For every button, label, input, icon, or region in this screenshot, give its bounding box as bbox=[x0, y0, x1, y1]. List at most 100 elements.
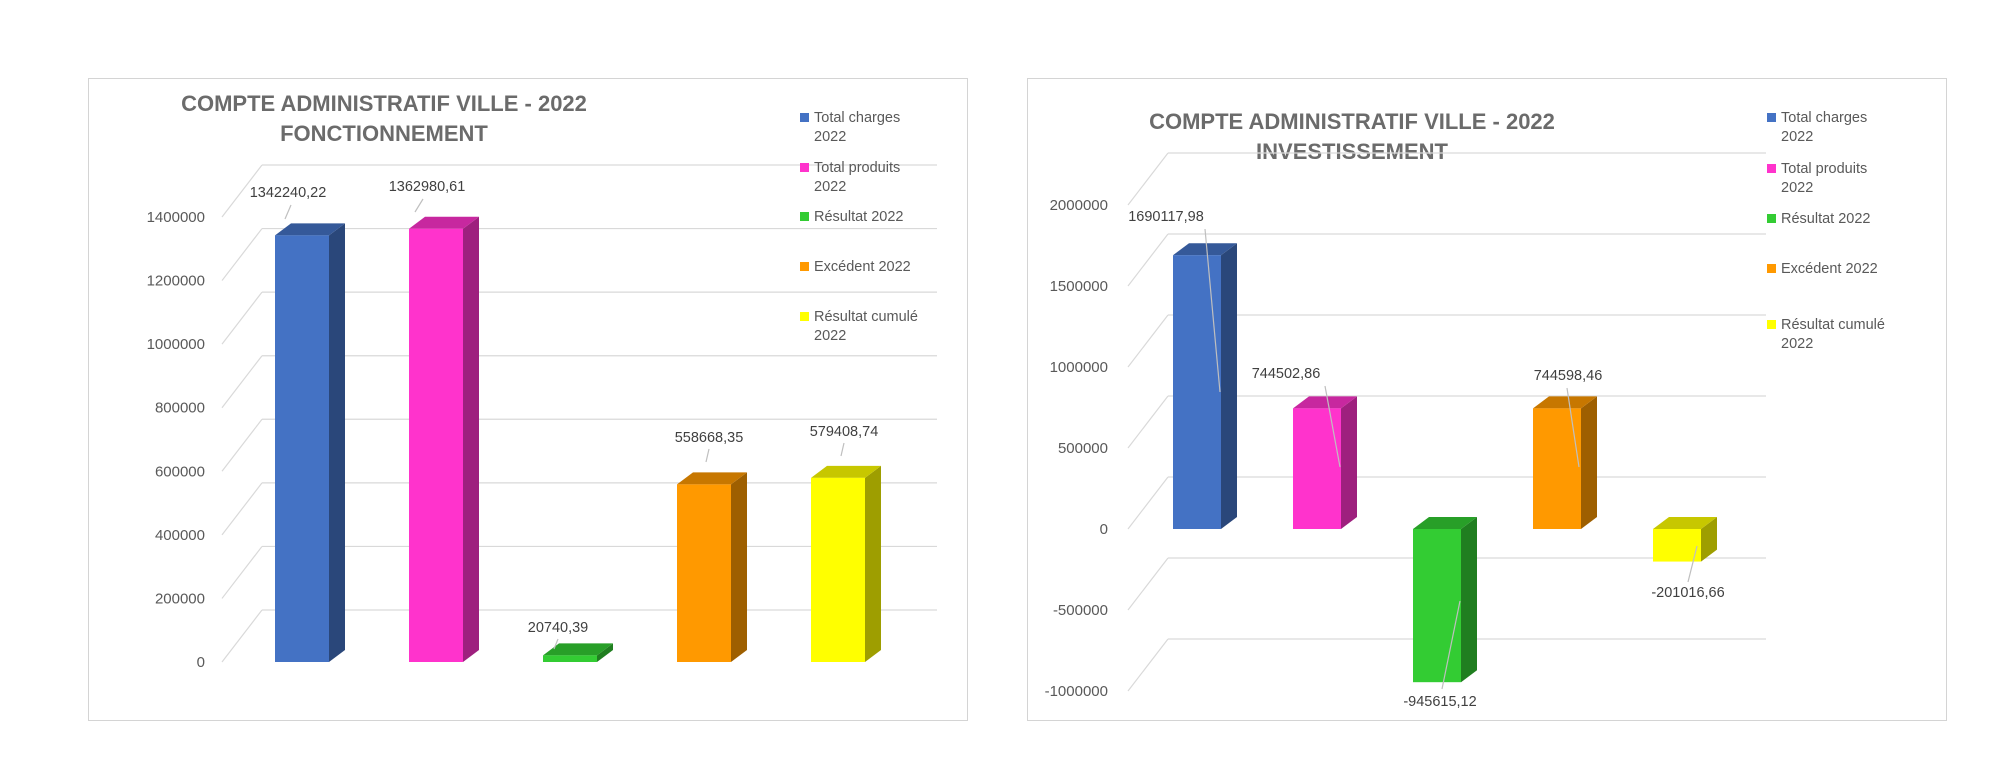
bar-top bbox=[409, 216, 479, 229]
bar bbox=[1653, 517, 1717, 562]
bar-front bbox=[275, 235, 329, 662]
leader-line bbox=[1687, 545, 1698, 583]
bar-front bbox=[811, 477, 865, 662]
chart-title-line: FONCTIONNEMENT bbox=[280, 121, 488, 146]
bar-side bbox=[1461, 517, 1477, 683]
chart-investissement-svg: COMPTE ADMINISTRATIF VILLE - 2022 INVESTI… bbox=[1045, 109, 1885, 710]
legend-entry: Total produits 2022 bbox=[800, 160, 900, 195]
bar-side bbox=[463, 216, 479, 662]
gridline-diagonal bbox=[221, 355, 263, 409]
y-tick-label: 200000 bbox=[155, 590, 205, 607]
data-label: 744598,46 bbox=[1534, 368, 1603, 384]
gridline-diagonal bbox=[1127, 314, 1169, 368]
leader-line bbox=[840, 442, 845, 457]
gridline-diagonal bbox=[221, 418, 263, 472]
legend-entry: Total charges 2022 bbox=[1767, 110, 1867, 145]
leader-line bbox=[1441, 600, 1461, 690]
gridline-diagonal bbox=[221, 164, 263, 218]
legend-label: 2022 bbox=[814, 129, 846, 145]
bar-top bbox=[543, 643, 613, 656]
leader-line bbox=[284, 204, 292, 220]
data-label: 1362980,61 bbox=[389, 179, 466, 195]
bar-top bbox=[677, 472, 747, 485]
leader-line bbox=[1324, 385, 1341, 468]
y-tick-label: 1000000 bbox=[147, 336, 205, 353]
chart-fonctionnement-svg: COMPTE ADMINISTRATIF VILLE - 2022 FONCTIO… bbox=[147, 91, 937, 671]
legend-label: Total charges bbox=[814, 110, 900, 126]
bar bbox=[677, 472, 747, 662]
bar bbox=[543, 643, 613, 662]
legend-entry: Total charges 2022 bbox=[800, 110, 900, 145]
bar-front bbox=[1533, 408, 1581, 529]
bar-top bbox=[1293, 396, 1357, 409]
bar-side bbox=[1221, 243, 1237, 530]
bar-side bbox=[597, 643, 613, 662]
legend-label: Résultat 2022 bbox=[814, 209, 903, 225]
bar-front bbox=[1413, 529, 1461, 683]
leader-line bbox=[1566, 387, 1580, 468]
legend-label: Total produits bbox=[814, 160, 900, 176]
y-tick-label: 500000 bbox=[1058, 440, 1108, 457]
data-label: 579408,74 bbox=[810, 424, 879, 440]
legend-swatch bbox=[800, 312, 809, 321]
y-tick-label: 600000 bbox=[155, 463, 205, 480]
leader-line bbox=[553, 638, 559, 650]
legend-swatch bbox=[800, 262, 809, 271]
data-label: 20740,39 bbox=[528, 620, 588, 636]
legend-label: Résultat cumulé bbox=[814, 309, 918, 325]
legend-entry: Résultat 2022 bbox=[800, 209, 903, 225]
legend-label: Résultat 2022 bbox=[1781, 211, 1870, 227]
legend-label: 2022 bbox=[814, 328, 846, 344]
gridline-diagonal bbox=[1127, 476, 1169, 530]
bar-top bbox=[1413, 517, 1477, 529]
y-tick-label: 2000000 bbox=[1050, 197, 1108, 214]
legend-swatch bbox=[1767, 264, 1776, 273]
bar bbox=[811, 465, 881, 662]
legend-label: Excédent 2022 bbox=[814, 259, 911, 275]
chart-title-line: COMPTE ADMINISTRATIF VILLE - 2022 bbox=[181, 91, 587, 116]
legend-label: 2022 bbox=[1781, 129, 1813, 145]
legend-swatch bbox=[1767, 320, 1776, 329]
gridline-diagonal bbox=[1127, 152, 1169, 206]
gridlines bbox=[1127, 152, 1766, 692]
data-label: -945615,12 bbox=[1403, 694, 1476, 710]
legend-swatch bbox=[1767, 214, 1776, 223]
y-tick-label: 1400000 bbox=[147, 209, 205, 226]
legend-entry: Total produits 2022 bbox=[1767, 161, 1867, 196]
y-tick-label: 1000000 bbox=[1050, 359, 1108, 376]
legend-entry: Résultat cumulé 2022 bbox=[1767, 317, 1885, 352]
gridline-diagonal bbox=[221, 228, 263, 281]
data-label: -201016,66 bbox=[1651, 585, 1724, 601]
legend-label: Excédent 2022 bbox=[1781, 261, 1878, 277]
bar-front bbox=[1293, 408, 1341, 529]
legend-swatch bbox=[800, 113, 809, 122]
bar-front bbox=[677, 484, 731, 662]
bar-side bbox=[731, 472, 747, 662]
bar-front bbox=[409, 228, 463, 662]
legend-entry: Résultat 2022 bbox=[1767, 211, 1870, 227]
chart-investissement: COMPTE ADMINISTRATIF VILLE - 2022 INVESTI… bbox=[1027, 78, 1947, 721]
bars bbox=[1173, 243, 1717, 683]
y-tick-label: 0 bbox=[197, 654, 205, 671]
bar-front bbox=[543, 655, 597, 662]
leader-line bbox=[1204, 228, 1221, 393]
data-labels: 1690117,98 744502,86 -945615,12 744598,46 -2… bbox=[1128, 209, 1724, 710]
data-label: 744502,86 bbox=[1252, 366, 1321, 382]
data-label: 558668,35 bbox=[675, 430, 744, 446]
bar bbox=[409, 216, 479, 662]
gridline-diagonal bbox=[221, 546, 263, 599]
y-tick-label: -500000 bbox=[1053, 602, 1108, 619]
legend-label: Résultat cumulé bbox=[1781, 317, 1885, 333]
legend-label: Total charges bbox=[1781, 110, 1867, 126]
chart-title-line: INVESTISSEMENT bbox=[1256, 139, 1448, 164]
y-tick-label: 400000 bbox=[155, 527, 205, 544]
legend-swatch bbox=[1767, 164, 1776, 173]
bar-side bbox=[1701, 517, 1717, 562]
bar-top bbox=[1173, 243, 1237, 256]
legend-entry: Excédent 2022 bbox=[1767, 261, 1878, 277]
bars bbox=[275, 216, 881, 662]
legend-label: Total produits bbox=[1781, 161, 1867, 177]
y-tick-label: 800000 bbox=[155, 400, 205, 417]
legend-entry: Résultat cumulé 2022 bbox=[800, 309, 918, 344]
